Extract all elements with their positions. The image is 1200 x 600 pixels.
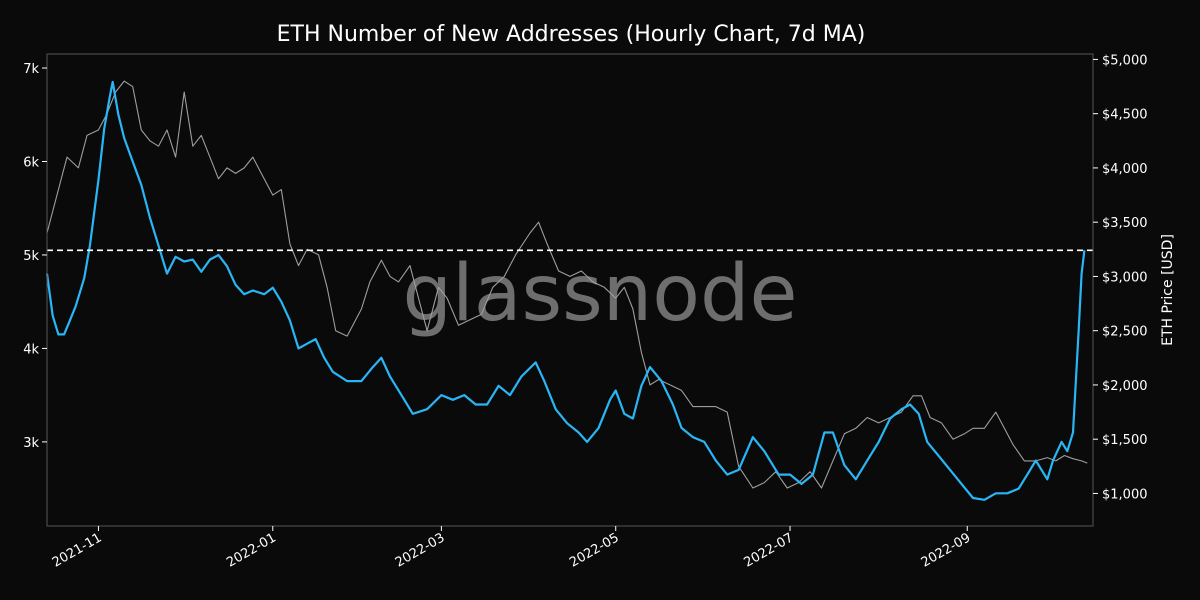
new-addresses-line [45, 80, 1086, 501]
right-axis-label: ETH Price [USD] [1160, 234, 1176, 346]
x-tick-label: 2021-11 [50, 530, 105, 570]
left-tick-label: 7k [23, 62, 39, 77]
x-axis-ticks: 2021-11 2022-01 2022-03 2022-05 2022-07 2022-… [50, 526, 973, 571]
x-tick-label: 2022-05 [567, 530, 622, 570]
series-lines [45, 80, 1088, 501]
chart-title: ETH Number of New Addresses (Hourly Char… [277, 22, 866, 47]
right-tick-label: $4,000 [1102, 162, 1148, 177]
watermark: glassnode [403, 249, 798, 339]
right-tick-label: $1,000 [1102, 487, 1148, 502]
right-tick-label: $1,500 [1102, 433, 1148, 448]
x-tick-label: 2022-09 [919, 530, 974, 570]
left-tick-label: 3k [23, 436, 39, 451]
right-tick-label: $3,000 [1102, 270, 1148, 285]
right-tick-label: $2,500 [1102, 325, 1148, 340]
eth-price-line [46, 80, 1088, 489]
plot-frame [46, 53, 1094, 527]
x-tick-label: 2022-01 [224, 530, 279, 570]
right-tick-label: $5,000 [1102, 53, 1148, 68]
right-tick-label: $3,500 [1102, 216, 1148, 231]
left-tick-label: 5k [23, 249, 39, 264]
x-tick-label: 2022-07 [742, 530, 797, 570]
right-tick-label: $2,000 [1102, 379, 1148, 394]
right-tick-label: $4,500 [1102, 108, 1148, 123]
left-axis-ticks: 3k 4k 5k 6k 7k [23, 62, 47, 451]
left-tick-label: 6k [23, 155, 39, 170]
right-axis-ticks: $1,000 $1,500 $2,000 $2,500 $3,000 $3,500 $4,0… [1093, 53, 1148, 502]
x-tick-label: 2022-03 [393, 530, 448, 570]
left-tick-label: 4k [23, 342, 39, 357]
